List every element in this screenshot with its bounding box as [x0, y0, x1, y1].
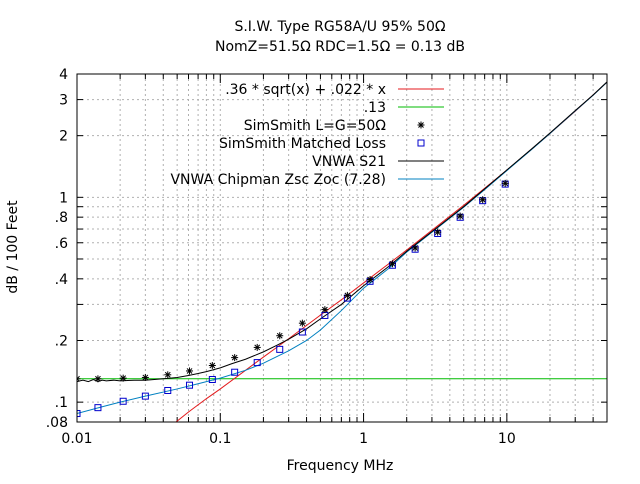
data-point-star — [164, 371, 172, 379]
x-tick-label: 0.01 — [61, 431, 92, 447]
data-point-star — [208, 361, 216, 369]
legend-label: .36 * sqrt(x) + .022 * x — [225, 82, 386, 98]
data-point-star — [119, 374, 127, 382]
data-point-star — [501, 179, 509, 187]
star-marker-stroke — [434, 229, 441, 236]
data-point-star — [366, 275, 374, 283]
data-point-square — [253, 359, 261, 367]
star-marker-stroke — [276, 332, 283, 339]
data-point-star — [253, 343, 261, 351]
y-tick-label: .08 — [46, 415, 68, 431]
y-tick-label: 2 — [59, 129, 68, 145]
y-tick-label: 3 — [59, 93, 68, 109]
star-marker-stroke — [254, 344, 261, 351]
x-axis-tick-labels: 0.01 0.1 1 10 — [61, 431, 515, 447]
series-4 — [77, 81, 607, 383]
legend-swatch-square — [417, 139, 425, 147]
star-marker-stroke — [77, 378, 80, 382]
y-tick-label: 4 — [59, 67, 68, 83]
star-marker-stroke — [502, 180, 509, 187]
data-point-star — [479, 196, 487, 204]
y-tick-label: .6 — [55, 236, 68, 252]
x-axis-label: Frequency MHz — [287, 458, 394, 474]
star-marker-stroke — [186, 368, 193, 374]
star-marker-stroke — [367, 276, 373, 283]
data-point-star — [276, 332, 284, 340]
series-line — [77, 81, 607, 383]
data-point-square — [94, 404, 102, 412]
star-marker-stroke — [418, 122, 424, 128]
data-point-square — [77, 410, 81, 418]
y-tick-label: .1 — [55, 395, 68, 411]
legend-label: VNWA Chipman Zsc Zoc (7.28) — [170, 172, 386, 188]
y-tick-label: .2 — [55, 333, 68, 349]
star-marker-stroke — [231, 354, 238, 361]
y-tick-label: 1 — [59, 190, 68, 206]
legend-label: VNWA S21 — [312, 154, 386, 170]
data-point-star — [456, 212, 464, 220]
y-tick-label: .4 — [55, 272, 68, 288]
data-point-star — [231, 354, 239, 362]
data-point-star — [186, 367, 194, 375]
star-marker-stroke — [164, 371, 171, 378]
data-point-square — [119, 397, 127, 405]
chart-title-line-1: S.I.W. Type RG58A/U 95% 50Ω — [234, 19, 445, 35]
star-marker-stroke — [299, 320, 306, 327]
data-point-star — [94, 375, 102, 383]
star-marker-stroke — [95, 375, 101, 382]
star-marker-stroke — [209, 362, 216, 369]
data-point-star — [321, 306, 329, 314]
data-point-star — [434, 228, 442, 236]
data-point-star — [388, 260, 396, 268]
x-tick-label: 1 — [359, 431, 368, 447]
star-marker-stroke — [142, 374, 149, 381]
y-tick-label: .8 — [55, 210, 68, 226]
x-tick-label: 0.1 — [209, 431, 231, 447]
data-point-star — [411, 244, 419, 252]
star-marker-stroke — [120, 375, 127, 382]
data-point-square — [231, 368, 239, 376]
data-point-square — [208, 375, 216, 383]
legend-swatch-star — [417, 121, 425, 129]
chart-title-line-2: NomZ=51.5Ω RDC=1.5Ω = 0.13 dB — [215, 39, 465, 55]
legend-label: SimSmith L=G=50Ω — [244, 118, 387, 134]
star-marker-stroke — [77, 375, 80, 380]
plot-frame — [76, 73, 608, 423]
series-2 — [77, 179, 509, 383]
legend-label: SimSmith Matched Loss — [219, 136, 386, 152]
star-marker-stroke — [344, 292, 351, 299]
star-marker-stroke — [457, 213, 464, 219]
data-point-square — [141, 392, 149, 400]
y-axis-tick-labels: .08 .1 .2 .4 .6 .8 1 2 3 4 — [46, 67, 68, 431]
plot-series — [77, 81, 607, 422]
star-marker-stroke — [389, 260, 396, 267]
star-marker-stroke — [479, 196, 486, 203]
data-point-star — [141, 373, 149, 381]
data-point-square — [298, 328, 306, 336]
legend: .36 * sqrt(x) + .022 * x .13 SimSmith L=G=… — [170, 82, 444, 188]
data-point-star — [343, 291, 351, 299]
data-point-square — [186, 381, 194, 389]
data-point-star — [77, 375, 81, 383]
x-tick-label: 10 — [498, 431, 516, 447]
data-point-star — [298, 319, 306, 327]
star-marker-stroke — [322, 306, 328, 313]
y-axis-label: dB / 100 Feet — [5, 200, 21, 294]
legend-label: .13 — [364, 100, 386, 116]
star-marker-stroke — [412, 245, 418, 251]
data-point-square — [276, 345, 284, 353]
data-point-square — [164, 386, 172, 394]
